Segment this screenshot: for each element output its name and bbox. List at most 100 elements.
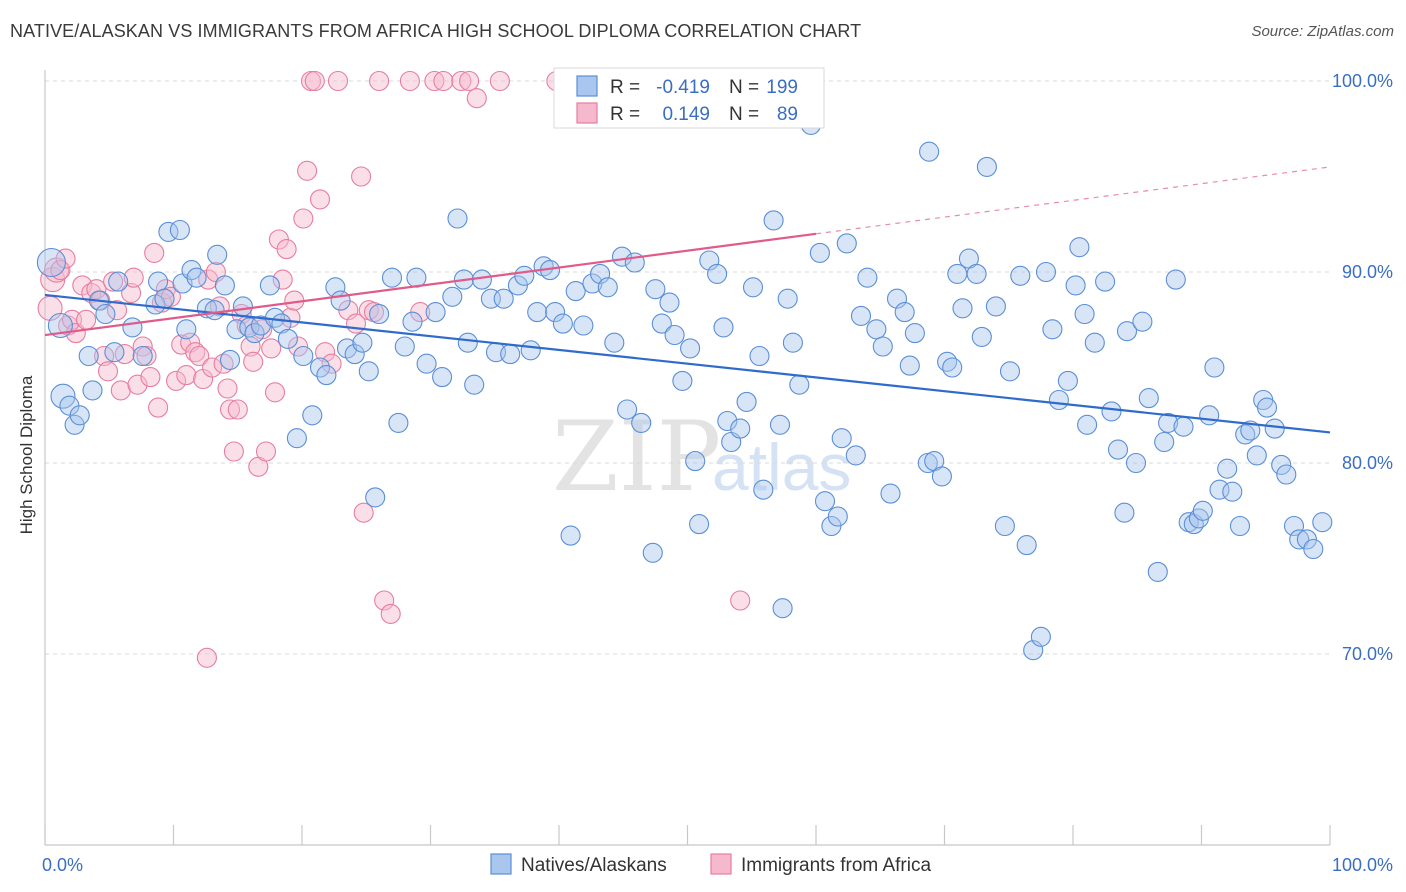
trend-line-immigrants (44, 232, 817, 337)
native-point (713, 317, 734, 338)
legend-swatch-immigrants (576, 102, 598, 124)
native-point (772, 598, 793, 619)
bottom-legend-swatch-natives (490, 853, 512, 875)
legend-r-label-1: R = (610, 77, 640, 98)
native-point (831, 428, 852, 449)
immigrant-point (97, 361, 119, 382)
native-point (1138, 388, 1159, 409)
native-point (176, 319, 197, 340)
native-point (552, 313, 573, 334)
native-point (1095, 271, 1116, 292)
immigrant-point (189, 345, 210, 367)
native-point (1209, 479, 1230, 500)
immigrant-point (380, 603, 401, 624)
immigrant-point (144, 242, 165, 263)
native-point (132, 345, 153, 367)
native-point (1217, 458, 1238, 479)
immigrant-point (321, 353, 342, 374)
native-point (394, 336, 415, 357)
immigrant-point (264, 382, 286, 403)
y-tick-label-70: 70.0% (1342, 644, 1393, 664)
native-point (1042, 319, 1063, 340)
immigrant-point (261, 338, 282, 359)
native-point (1173, 416, 1194, 437)
native-point (857, 267, 878, 288)
native-point (1276, 464, 1297, 485)
watermark-zip: ZIP (552, 401, 721, 513)
native-point (904, 323, 925, 344)
native-point (204, 300, 225, 321)
native-point (845, 445, 866, 466)
native-point (108, 271, 129, 292)
immigrant-point (219, 399, 241, 420)
native-point (880, 483, 901, 504)
native-point (850, 305, 872, 326)
native-point (122, 317, 143, 338)
immigrant-point (353, 502, 374, 523)
source-credit: Source: ZipAtlas.com (1251, 23, 1394, 40)
native-point (388, 412, 409, 433)
immigrant-point (288, 336, 309, 357)
native-point (1132, 311, 1153, 332)
native-point (95, 303, 116, 325)
native-point (520, 340, 541, 361)
immigrant-point (140, 367, 161, 388)
legend-r-label-2: R = (610, 104, 640, 125)
native-point (457, 332, 478, 353)
native-point (1074, 303, 1095, 325)
native-point (1165, 269, 1186, 290)
immigrant-point (121, 282, 142, 304)
series-immigrants-from-africa (37, 70, 751, 668)
native-point (919, 141, 940, 162)
native-point (78, 345, 99, 367)
series-legend: Natives/Alaskans Immigrants from Africa (490, 853, 931, 876)
native-point (169, 219, 190, 241)
native-point (931, 466, 952, 487)
native-point (749, 345, 770, 367)
native-point (689, 514, 710, 535)
native-point (1116, 321, 1138, 342)
native-point (154, 288, 175, 309)
native-point (500, 344, 521, 365)
native-point (736, 391, 757, 412)
native-point (1303, 538, 1324, 560)
immigrant-point (55, 248, 76, 269)
legend-n-label-1: N = (729, 77, 759, 98)
legend-r-value-1: -0.419 (656, 77, 710, 98)
native-point (827, 506, 848, 527)
bottom-legend-label-immigrants: Immigrants from Africa (741, 855, 931, 876)
native-point (777, 288, 798, 309)
immigrant-point (327, 70, 349, 92)
native-point (50, 383, 76, 409)
legend-n-label-2: N = (729, 104, 759, 125)
native-point (560, 525, 581, 546)
native-point (514, 265, 535, 286)
immigrant-point (196, 647, 217, 668)
native-point (1057, 370, 1078, 391)
native-point (369, 303, 390, 325)
native-point (104, 342, 125, 363)
immigrant-point (255, 441, 277, 462)
native-point (207, 244, 228, 265)
native-point (64, 414, 85, 435)
native-point (1271, 454, 1292, 475)
immigrant-point (213, 353, 234, 374)
native-point (952, 298, 973, 319)
native-point (994, 515, 1015, 537)
native-point (352, 332, 373, 353)
native-point (402, 311, 423, 332)
native-point (358, 361, 379, 382)
immigrant-point (459, 70, 480, 92)
native-point (442, 286, 463, 307)
native-point (344, 344, 365, 365)
native-point (1192, 500, 1213, 521)
native-point (664, 324, 685, 346)
native-point (1125, 452, 1147, 474)
native-point (330, 290, 351, 311)
native-point (432, 367, 453, 388)
chart-title: NATIVE/ALASKAN VS IMMIGRANTS FROM AFRICA… (10, 21, 862, 41)
immigrant-point (123, 267, 144, 288)
immigrant-point (148, 397, 169, 418)
immigrant-point (374, 590, 395, 611)
native-point (1154, 431, 1175, 453)
